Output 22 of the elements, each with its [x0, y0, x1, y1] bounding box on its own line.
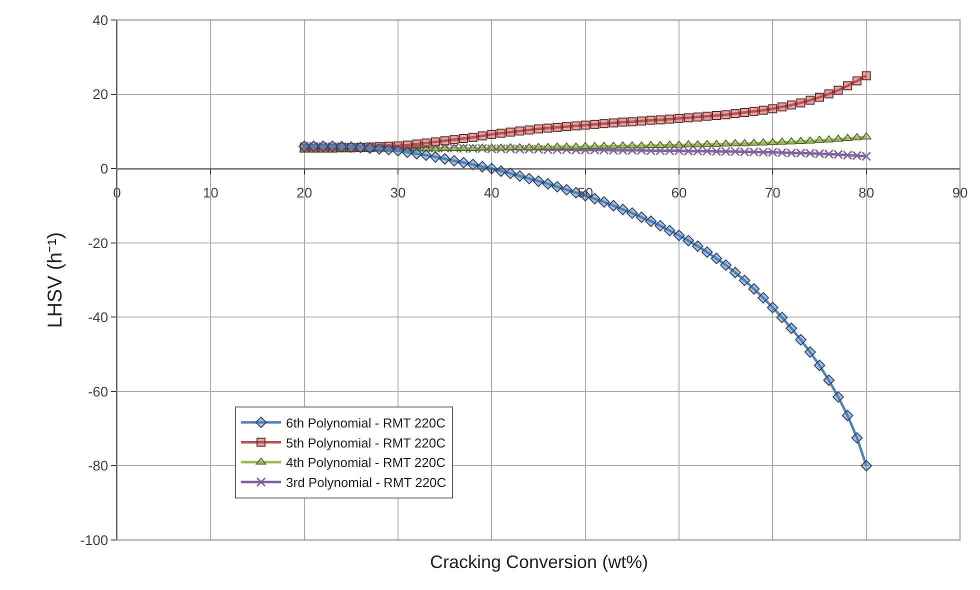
x-tick-label: 50: [578, 184, 594, 200]
y-tick-label: -40: [88, 309, 108, 326]
y-tick-label: -100: [80, 532, 108, 548]
y-tick-label: 0: [100, 160, 108, 176]
x-tick-label: 40: [484, 184, 500, 200]
x-tick-label: 60: [671, 184, 687, 200]
y-tick-label: 40: [92, 12, 108, 28]
legend-label: 6th Polynomial - RMT 220C: [286, 415, 446, 430]
x-axis-title: Cracking Conversion (wt%): [430, 552, 648, 572]
x-tick-label: 80: [858, 184, 874, 200]
y-tick-label: -20: [88, 234, 108, 251]
y-tick-label: -80: [88, 458, 108, 474]
y-tick-label: -60: [88, 383, 108, 400]
legend-label: 5th Polynomial - RMT 220C: [286, 435, 446, 450]
x-tick-label: 20: [296, 184, 312, 200]
y-axis-title: LHSV (h⁻¹): [44, 232, 67, 328]
legend-label: 3rd Polynomial - RMT 220C: [286, 475, 446, 490]
x-tick-label: 30: [390, 184, 406, 200]
x-tick-label: 10: [202, 184, 219, 200]
x-tick-label: 70: [764, 184, 781, 200]
y-tick-label: 20: [92, 86, 108, 102]
legend-label: 4th Polynomial - RMT 220C: [286, 455, 446, 470]
